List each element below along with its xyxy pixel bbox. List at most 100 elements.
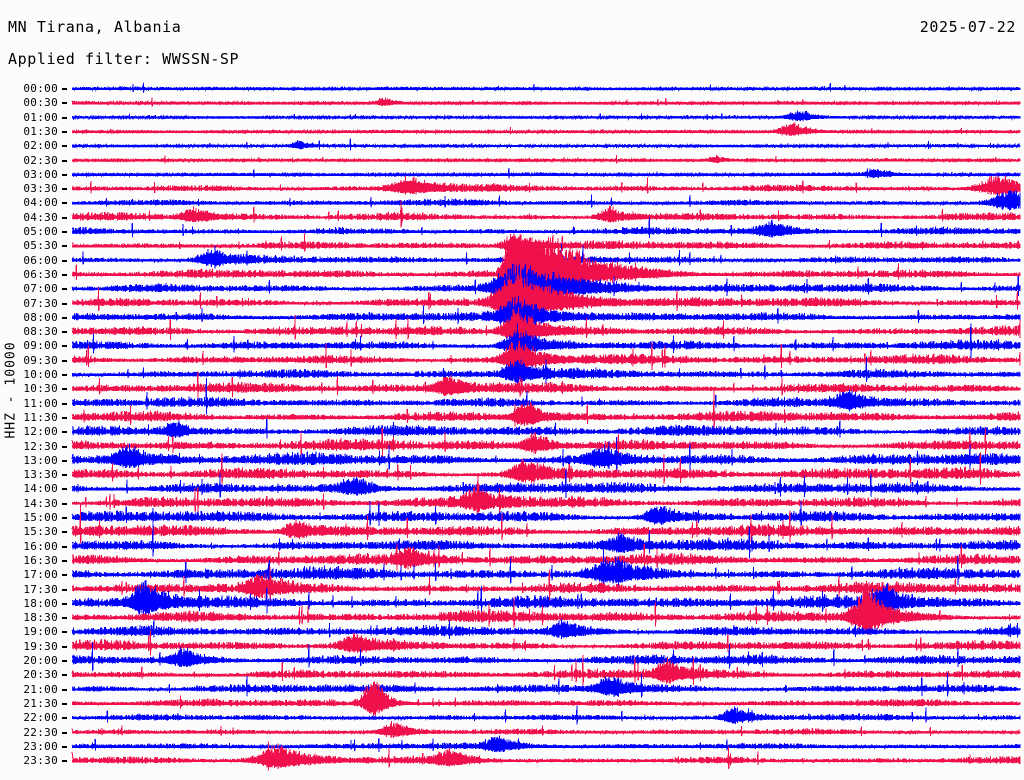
trace-row xyxy=(71,189,1021,211)
time-tick-label: 17:30 xyxy=(23,582,58,596)
time-tick-mark xyxy=(62,660,67,662)
time-tick-label: 20:30 xyxy=(23,668,58,682)
time-tick-label: 03:30 xyxy=(23,182,58,196)
time-tick-label: 00:30 xyxy=(23,96,58,110)
time-tick-label: 02:30 xyxy=(23,153,58,167)
time-tick-label: 13:00 xyxy=(23,453,58,467)
seismic-traces xyxy=(71,82,1021,771)
time-tick-mark xyxy=(62,745,67,748)
time-tick-label: 12:00 xyxy=(23,425,58,439)
time-tick-mark xyxy=(62,145,67,148)
trace-row xyxy=(71,582,1021,635)
trace-row xyxy=(71,500,1021,529)
time-tick-mark xyxy=(62,173,67,176)
trace-row xyxy=(71,547,1021,593)
time-tick-label: 09:30 xyxy=(23,353,58,367)
trace-row xyxy=(71,452,1021,488)
time-tick-mark xyxy=(62,688,67,691)
time-tick-mark xyxy=(62,130,67,133)
time-tick-mark xyxy=(62,559,67,562)
time-tick-label: 22:00 xyxy=(23,711,58,725)
trace-row xyxy=(71,138,1021,151)
time-tick-label: 19:00 xyxy=(23,625,58,639)
time-tick-mark xyxy=(62,545,67,548)
time-tick-mark xyxy=(62,488,67,491)
time-tick-label: 00:00 xyxy=(23,82,58,95)
time-tick-mark xyxy=(62,202,67,205)
time-tick-mark xyxy=(62,702,67,705)
time-tick-mark xyxy=(62,259,67,262)
time-tick-mark xyxy=(62,617,67,620)
time-tick-mark xyxy=(62,474,67,477)
time-tick-label: 11:00 xyxy=(23,396,58,410)
time-tick-mark xyxy=(62,431,67,434)
time-tick-mark xyxy=(62,302,67,305)
time-tick-label: 18:30 xyxy=(23,611,58,625)
time-tick-label: 01:30 xyxy=(23,124,58,138)
trace-row xyxy=(71,566,1021,604)
trace-row xyxy=(71,474,1021,516)
time-tick-mark xyxy=(62,416,67,419)
time-tick-label: 09:00 xyxy=(23,339,58,353)
time-tick-mark xyxy=(62,517,67,519)
time-tick-label: 07:00 xyxy=(23,282,58,296)
trace-row xyxy=(71,735,1021,753)
time-tick-mark xyxy=(62,445,67,448)
time-tick-mark xyxy=(62,645,67,648)
time-tick-mark xyxy=(62,216,67,219)
time-tick-mark xyxy=(62,674,67,677)
time-tick-label: 21:00 xyxy=(23,682,58,696)
trace-row xyxy=(71,504,1021,544)
time-tick-mark xyxy=(62,88,67,90)
time-tick-mark xyxy=(62,316,67,319)
time-tick-label: 04:30 xyxy=(23,210,58,224)
trace-row xyxy=(71,705,1021,725)
trace-row xyxy=(71,390,1021,430)
time-tick-mark xyxy=(62,502,67,505)
time-tick-label: 05:30 xyxy=(23,239,58,253)
trace-row xyxy=(71,523,1021,559)
time-tick-mark xyxy=(62,574,67,577)
trace-row xyxy=(71,269,1021,320)
time-tick-mark xyxy=(62,273,67,276)
trace-row xyxy=(71,200,1021,228)
time-tick-label: 10:30 xyxy=(23,382,58,396)
time-tick-mark xyxy=(62,374,67,376)
time-tick-mark xyxy=(62,717,67,720)
station-title: MN Tirana, Albania xyxy=(8,18,182,36)
trace-row xyxy=(71,174,1021,196)
time-tick-label: 20:00 xyxy=(23,654,58,667)
time-tick-mark xyxy=(62,531,67,534)
time-tick-mark xyxy=(62,102,67,105)
time-tick-mark xyxy=(62,402,67,405)
time-tick-mark xyxy=(62,359,67,362)
time-tick-label: 01:00 xyxy=(23,110,58,124)
time-tick-label: 07:30 xyxy=(23,296,58,310)
time-tick-mark xyxy=(62,116,67,119)
time-tick-mark xyxy=(62,345,67,348)
trace-row xyxy=(71,122,1021,137)
plot-date: 2025-07-22 xyxy=(919,18,1016,36)
time-tick-mark xyxy=(62,588,67,591)
time-tick-mark xyxy=(62,288,67,291)
time-tick-label: 04:00 xyxy=(23,196,58,210)
time-tick-label: 11:30 xyxy=(23,410,58,424)
trace-row xyxy=(71,418,1021,439)
time-tick-mark xyxy=(62,631,67,634)
time-tick-mark xyxy=(62,159,67,162)
time-tick-label: 21:30 xyxy=(23,696,58,710)
trace-row xyxy=(71,97,1021,107)
time-tick-mark xyxy=(62,388,67,391)
trace-row xyxy=(71,428,1021,458)
time-tick-label: 22:30 xyxy=(23,725,58,739)
trace-row xyxy=(71,357,1021,384)
trace-row xyxy=(71,720,1021,739)
time-tick-mark xyxy=(62,231,67,233)
time-tick-label: 14:30 xyxy=(23,496,58,510)
time-tick-label: 18:00 xyxy=(23,596,58,610)
time-tick-label: 06:30 xyxy=(23,267,58,281)
time-tick-label: 23:30 xyxy=(23,754,58,768)
time-tick-label: 16:30 xyxy=(23,553,58,567)
time-tick-label: 23:00 xyxy=(23,739,58,753)
